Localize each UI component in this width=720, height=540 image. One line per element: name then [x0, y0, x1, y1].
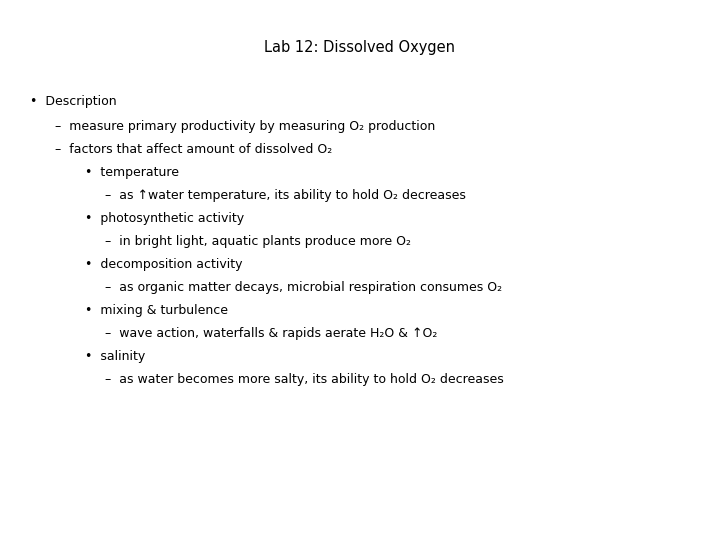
- Text: •  photosynthetic activity: • photosynthetic activity: [85, 212, 244, 225]
- Text: –  factors that affect amount of dissolved O₂: – factors that affect amount of dissolve…: [55, 143, 332, 156]
- Text: –  as organic matter decays, microbial respiration consumes O₂: – as organic matter decays, microbial re…: [105, 281, 502, 294]
- Text: –  as ↑water temperature, its ability to hold O₂ decreases: – as ↑water temperature, its ability to …: [105, 189, 466, 202]
- Text: •  salinity: • salinity: [85, 350, 145, 363]
- Text: –  as water becomes more salty, its ability to hold O₂ decreases: – as water becomes more salty, its abili…: [105, 373, 504, 386]
- Text: •  decomposition activity: • decomposition activity: [85, 258, 243, 271]
- Text: •  mixing & turbulence: • mixing & turbulence: [85, 304, 228, 317]
- Text: Lab 12: Dissolved Oxygen: Lab 12: Dissolved Oxygen: [264, 40, 456, 55]
- Text: •  Description: • Description: [30, 95, 117, 108]
- Text: –  measure primary productivity by measuring O₂ production: – measure primary productivity by measur…: [55, 120, 436, 133]
- Text: •  temperature: • temperature: [85, 166, 179, 179]
- Text: –  wave action, waterfalls & rapids aerate H₂O & ↑O₂: – wave action, waterfalls & rapids aerat…: [105, 327, 437, 340]
- Text: –  in bright light, aquatic plants produce more O₂: – in bright light, aquatic plants produc…: [105, 235, 411, 248]
